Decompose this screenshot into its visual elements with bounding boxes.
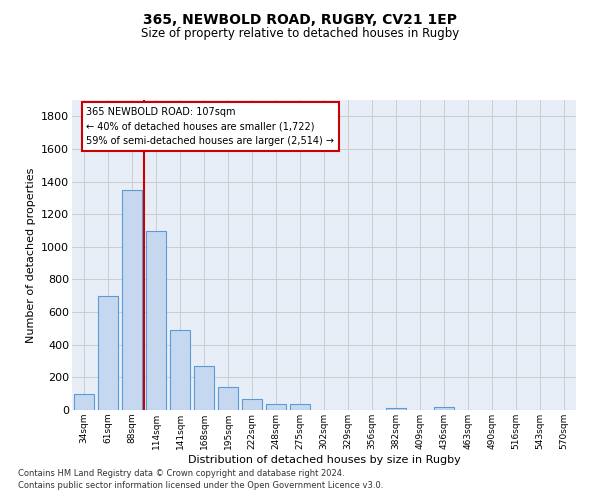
- Bar: [290, 404, 310, 410]
- Bar: [98, 296, 118, 410]
- Bar: [194, 366, 214, 410]
- X-axis label: Distribution of detached houses by size in Rugby: Distribution of detached houses by size …: [188, 454, 460, 464]
- Text: 365, NEWBOLD ROAD, RUGBY, CV21 1EP: 365, NEWBOLD ROAD, RUGBY, CV21 1EP: [143, 12, 457, 26]
- Bar: [266, 404, 286, 410]
- Text: Contains public sector information licensed under the Open Government Licence v3: Contains public sector information licen…: [18, 481, 383, 490]
- Bar: [146, 230, 166, 410]
- Bar: [242, 398, 262, 410]
- Bar: [170, 330, 190, 410]
- Bar: [386, 408, 406, 410]
- Y-axis label: Number of detached properties: Number of detached properties: [26, 168, 35, 342]
- Bar: [434, 406, 454, 410]
- Bar: [74, 394, 94, 410]
- Bar: [122, 190, 142, 410]
- Text: Contains HM Land Registry data © Crown copyright and database right 2024.: Contains HM Land Registry data © Crown c…: [18, 468, 344, 477]
- Text: 365 NEWBOLD ROAD: 107sqm
← 40% of detached houses are smaller (1,722)
59% of sem: 365 NEWBOLD ROAD: 107sqm ← 40% of detach…: [86, 106, 334, 146]
- Text: Size of property relative to detached houses in Rugby: Size of property relative to detached ho…: [141, 28, 459, 40]
- Bar: [218, 387, 238, 410]
